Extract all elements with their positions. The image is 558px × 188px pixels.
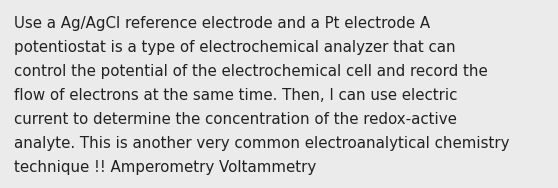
Text: control the potential of the electrochemical cell and record the: control the potential of the electrochem… [14,64,488,79]
Text: analyte. This is another very common electroanalytical chemistry: analyte. This is another very common ele… [14,136,509,151]
Text: flow of electrons at the same time. Then, I can use electric: flow of electrons at the same time. Then… [14,88,458,103]
Text: technique !! Amperometry Voltammetry: technique !! Amperometry Voltammetry [14,160,316,175]
Text: potentiostat is a type of electrochemical analyzer that can: potentiostat is a type of electrochemica… [14,40,456,55]
Text: Use a Ag/AgCl reference electrode and a Pt electrode A: Use a Ag/AgCl reference electrode and a … [14,16,430,31]
Text: current to determine the concentration of the redox-active: current to determine the concentration o… [14,112,457,127]
